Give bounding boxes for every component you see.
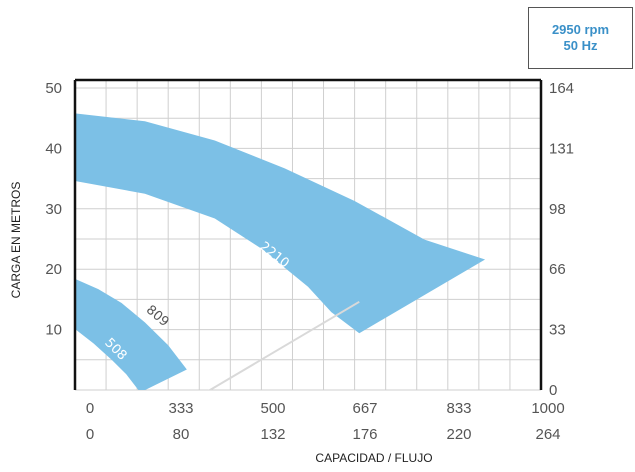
x-tick-label-bottom: 264: [535, 426, 560, 443]
x-tick-label-bottom: 132: [260, 426, 285, 443]
curve-bands: [75, 113, 486, 390]
curve-508-band: [75, 278, 187, 390]
y-right-tick-label: 33: [549, 322, 566, 339]
y-right-tick-label: 0: [549, 382, 557, 399]
left-axis-ticks: 50 40 30 20 10: [45, 80, 62, 339]
x-tick-label-top: 0: [86, 400, 94, 417]
frequency-label: 50 Hz: [563, 38, 598, 53]
x-tick-label-bottom: 176: [352, 426, 377, 443]
axes: [73, 78, 543, 390]
y-left-tick-label: 30: [45, 201, 62, 218]
y-left-tick-label: 40: [45, 140, 62, 157]
x-tick-label-top: 1000: [531, 400, 564, 417]
y-left-tick-label: 50: [45, 80, 62, 97]
x-tick-label-bottom: 80: [173, 426, 190, 443]
x-axis-title: CAPACIDAD / FLUJO: [315, 451, 432, 465]
x-tick-label-bottom: 220: [446, 426, 471, 443]
x-tick-label-top: 833: [446, 400, 471, 417]
x-tick-label-top: 667: [352, 400, 377, 417]
x-tick-label-bottom: 0: [86, 426, 94, 443]
y-right-tick-label: 131: [549, 140, 574, 157]
curve-2210-band: [75, 113, 486, 334]
x-tick-label-top: 500: [260, 400, 285, 417]
right-axis-ticks: 164 131 98 66 33 0: [549, 80, 574, 399]
x-tick-label-top: 333: [168, 400, 193, 417]
speed-label: 2950 rpm: [551, 22, 610, 37]
y-right-tick-label: 164: [549, 80, 574, 97]
x-axis-ticks: 0 333 500 667 833 1000 0 80 132 176 220 264: [86, 400, 565, 443]
y-left-tick-label: 10: [45, 322, 62, 339]
speed-badge: 2950 rpm 50 Hz: [528, 7, 633, 69]
y-right-tick-label: 98: [549, 201, 566, 218]
curve-809-line: [208, 300, 360, 390]
y-right-tick-label: 66: [549, 261, 566, 278]
y-left-tick-label: 20: [45, 261, 62, 278]
y-axis-title: CARGA EN METROS: [9, 182, 23, 299]
